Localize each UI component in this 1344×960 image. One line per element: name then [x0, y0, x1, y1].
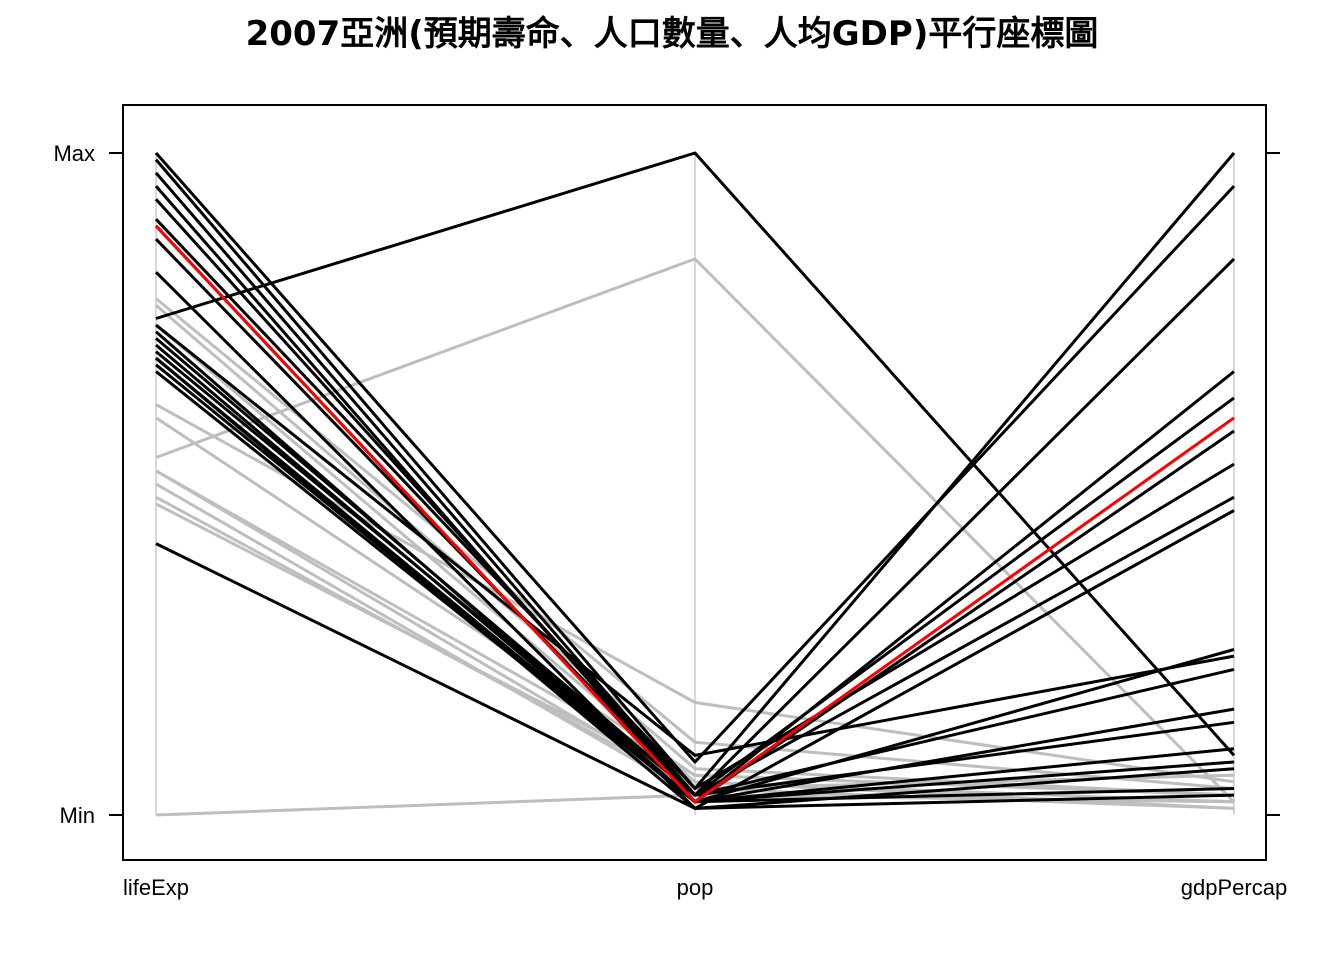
series-line-33	[154, 224, 1235, 804]
series-line-10	[155, 151, 1236, 757]
chart-title: 2007亞洲(預期壽命、人口數量、人均GDP)平行座標圖	[246, 14, 1099, 54]
y-tick-label-min: Min	[60, 803, 95, 828]
axis-label-gdppercap: gdpPercap	[1181, 875, 1287, 900]
axis-label-lifeexp: lifeExp	[123, 875, 189, 900]
y-tick-label-max: Max	[53, 141, 95, 166]
series-line-22	[155, 304, 1235, 797]
series-lines	[154, 151, 1236, 817]
x-axis-labels: lifeExp pop gdpPercap	[123, 875, 1287, 900]
series-line-1	[154, 152, 1236, 764]
left-axis: Max Min	[53, 141, 123, 828]
series-line-11	[155, 323, 1235, 757]
plot-frame	[122, 104, 1267, 861]
axis-label-pop: pop	[677, 875, 714, 900]
series-line-21	[155, 297, 1235, 790]
right-axis	[1266, 152, 1280, 816]
series-line-20	[155, 542, 1235, 810]
series-line-24	[155, 403, 1235, 784]
series-line-27	[155, 469, 1235, 797]
series-line-6	[154, 218, 1235, 790]
series-line-15	[155, 350, 1235, 797]
